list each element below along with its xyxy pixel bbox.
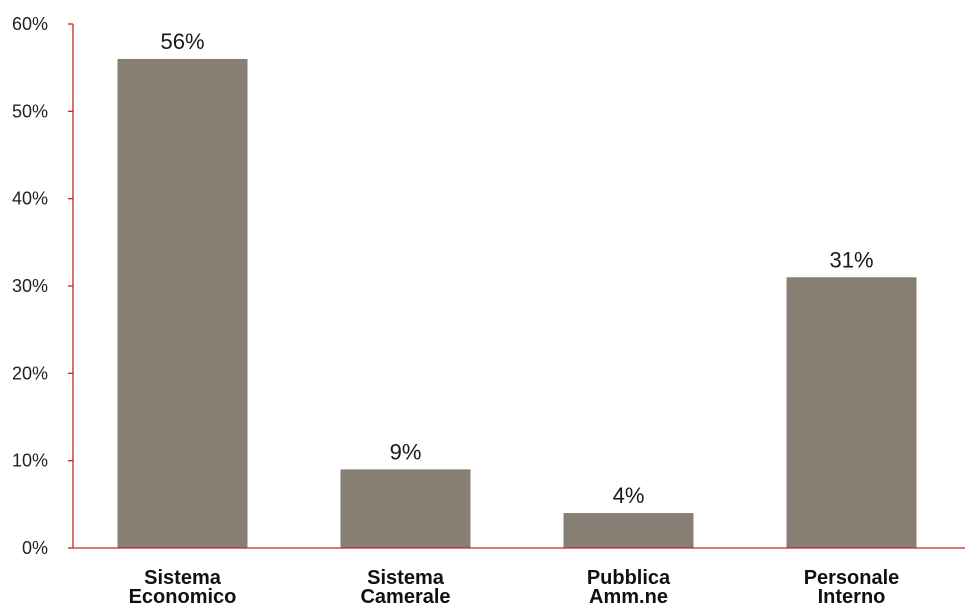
x-labels-group: SistemaEconomicoSistemaCameralePubblicaA…	[129, 567, 900, 608]
y-ticks-group: 0% 10% 20% 30% 40% 50% 60%	[12, 14, 73, 558]
y-tick-label: 30%	[12, 276, 48, 296]
y-tick-label: 10%	[12, 451, 48, 471]
value-label: 31%	[829, 247, 873, 272]
x-category-label: Interno	[818, 586, 886, 608]
bar	[340, 469, 471, 548]
y-tick-label: 50%	[12, 101, 48, 121]
bars-group	[117, 58, 917, 548]
y-tick-label: 0%	[22, 538, 48, 558]
x-category-label: Personale	[804, 567, 900, 589]
value-label: 56%	[160, 29, 204, 54]
value-label: 4%	[613, 483, 645, 508]
x-category-label: Pubblica	[587, 567, 671, 589]
value-label: 9%	[390, 439, 422, 464]
x-category-label: Sistema	[367, 567, 445, 589]
value-labels-group: 56% 9% 4% 31%	[160, 29, 873, 508]
bar	[786, 277, 917, 548]
bar	[563, 513, 694, 548]
x-category-label: Sistema	[144, 567, 222, 589]
y-tick-label: 40%	[12, 189, 48, 209]
x-category-label: Amm.ne	[589, 586, 668, 608]
y-tick-label: 20%	[12, 363, 48, 383]
y-tick-label: 60%	[12, 14, 48, 34]
bar	[117, 58, 248, 548]
x-category-label: Economico	[129, 586, 237, 608]
x-category-label: Camerale	[360, 586, 450, 608]
